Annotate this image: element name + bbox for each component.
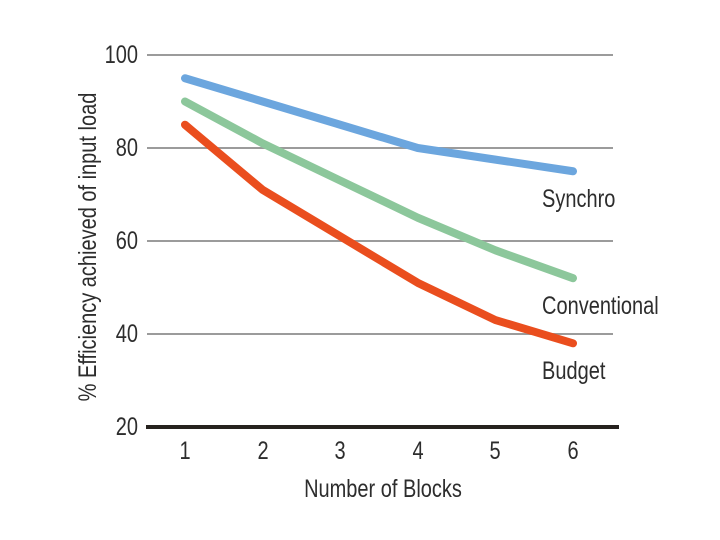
x-tick-label-4: 4	[412, 437, 424, 465]
conventional-line	[181, 97, 577, 283]
synchro-line	[181, 74, 577, 176]
x-tick-label-1: 1	[179, 437, 191, 465]
budget-line	[181, 120, 577, 348]
y-tick-label-40: 40	[115, 320, 138, 348]
y-tick-label-20: 20	[115, 413, 138, 441]
series-label-budget: Budget	[542, 357, 606, 386]
x-tick-label-6: 6	[567, 437, 579, 465]
x-tick-label-3: 3	[334, 437, 346, 465]
y-tick-label-80: 80	[115, 134, 138, 162]
series-label-synchro: Synchro	[542, 185, 616, 214]
x-tick-label-5: 5	[489, 437, 501, 465]
y-tick-label-60: 60	[115, 227, 138, 255]
y-tick-label-100: 100	[104, 41, 138, 69]
series-label-conventional: Conventional	[542, 292, 659, 321]
x-tick-label-2: 2	[257, 437, 269, 465]
x-axis-title: Number of Blocks	[304, 475, 462, 503]
